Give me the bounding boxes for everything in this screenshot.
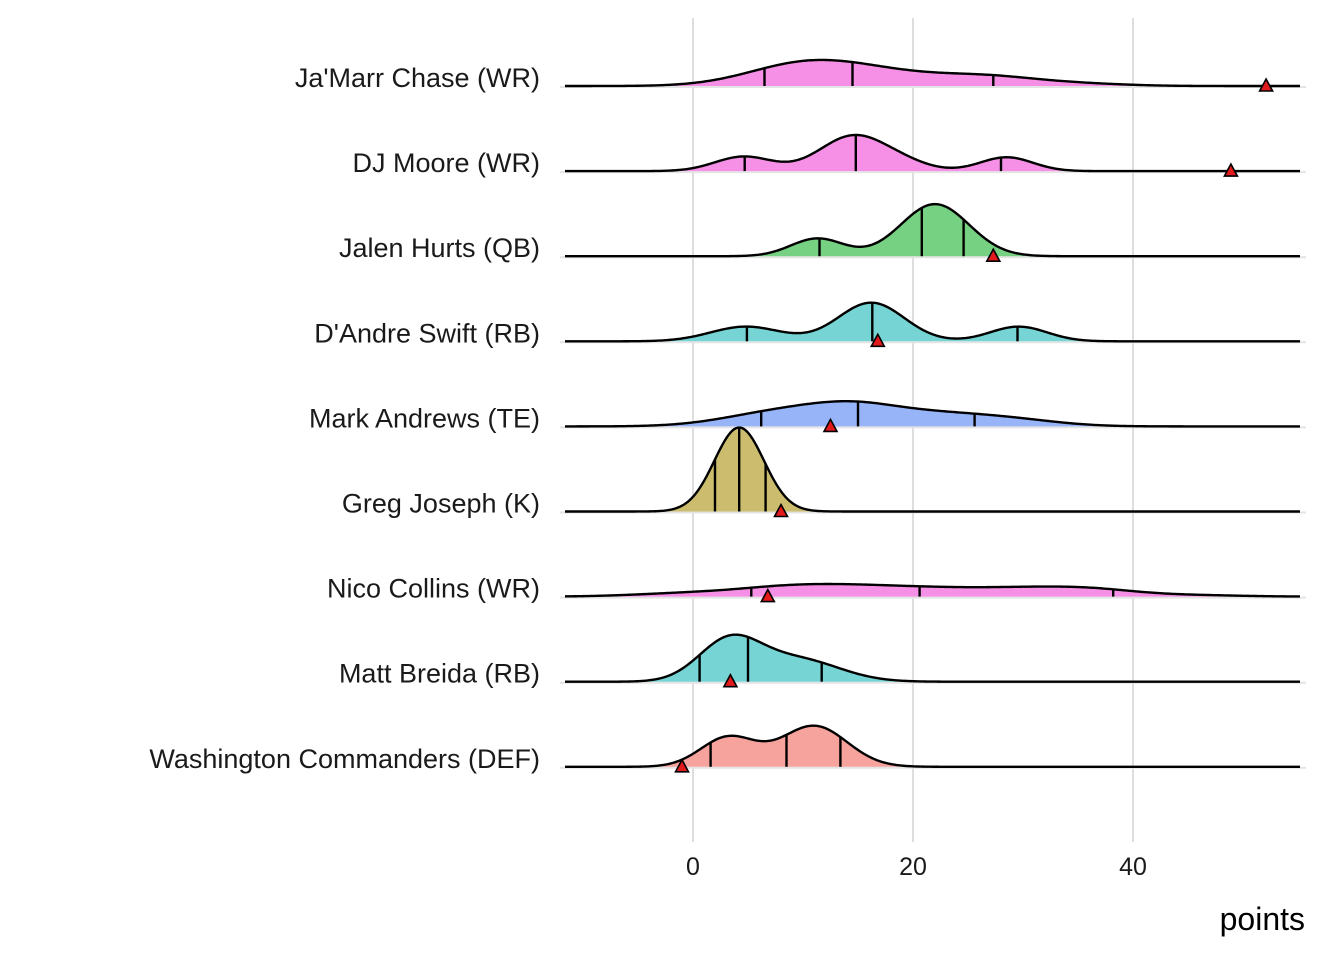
y-axis-labels: Washington Commanders (DEF) Matt Breida (…	[149, 63, 540, 774]
ridge-nico-collins-wr	[564, 582, 1301, 603]
marker-triangle	[674, 758, 690, 773]
ridges	[564, 58, 1301, 773]
density-outline	[565, 301, 1300, 343]
ridge-ja-marr-chase-wr	[565, 58, 1300, 92]
density-area	[565, 725, 1300, 767]
y-axis-label: D'Andre Swift (RB)	[314, 318, 540, 348]
density-outline	[565, 58, 1300, 88]
density-outline	[564, 582, 1301, 598]
density-area	[565, 401, 1300, 427]
marker-triangle	[869, 332, 886, 348]
ridge-dj-moore-wr	[565, 133, 1300, 177]
marker-triangle	[822, 417, 839, 433]
x-axis-title: points	[1220, 901, 1305, 937]
ridge-matt-breida-rb	[565, 633, 1300, 688]
ridge-jalen-hurts-qb	[565, 202, 1300, 262]
ridge-washington-commanders-def	[565, 724, 1300, 773]
marker-triangle	[722, 673, 739, 688]
density-area	[565, 427, 1300, 512]
ridge-mark-andrews-te	[565, 400, 1300, 433]
grid-lines	[692, 18, 1134, 842]
y-axis-label: Greg Joseph (K)	[342, 489, 540, 519]
x-tick-label: 0	[686, 853, 700, 881]
x-tick-label: 20	[899, 853, 927, 881]
y-axis-label: Washington Commanders (DEF)	[149, 744, 540, 774]
marker-triangle	[759, 587, 776, 603]
density-area	[565, 584, 1300, 597]
density-outline	[565, 400, 1300, 428]
marker-triangle	[1223, 162, 1239, 177]
y-axis-label: Matt Breida (RB)	[339, 659, 540, 689]
y-axis-label: Nico Collins (WR)	[327, 574, 540, 604]
ridge-greg-joseph-k	[565, 426, 1300, 518]
y-axis-label: DJ Moore (WR)	[353, 148, 541, 178]
density-area	[565, 634, 1300, 682]
density-outline	[565, 426, 1300, 513]
density-area	[565, 204, 1300, 257]
marker-triangle	[773, 502, 789, 518]
y-axis-label: Mark Andrews (TE)	[309, 403, 540, 433]
density-area	[565, 134, 1300, 172]
ridge-d-andre-swift-rb	[565, 301, 1300, 348]
density-outline	[565, 202, 1300, 258]
density-area	[565, 302, 1300, 342]
density-outline	[565, 724, 1300, 768]
density-outline	[565, 133, 1300, 173]
y-axis-label: Ja'Marr Chase (WR)	[295, 63, 540, 93]
marker-triangle	[1258, 77, 1274, 92]
y-axis-label: Jalen Hurts (QB)	[339, 233, 540, 263]
marker-triangle	[985, 247, 1002, 262]
x-tick-label: 40	[1119, 853, 1147, 881]
density-outline	[565, 633, 1300, 683]
x-axis-tick-labels: 0 20 40	[686, 853, 1147, 881]
